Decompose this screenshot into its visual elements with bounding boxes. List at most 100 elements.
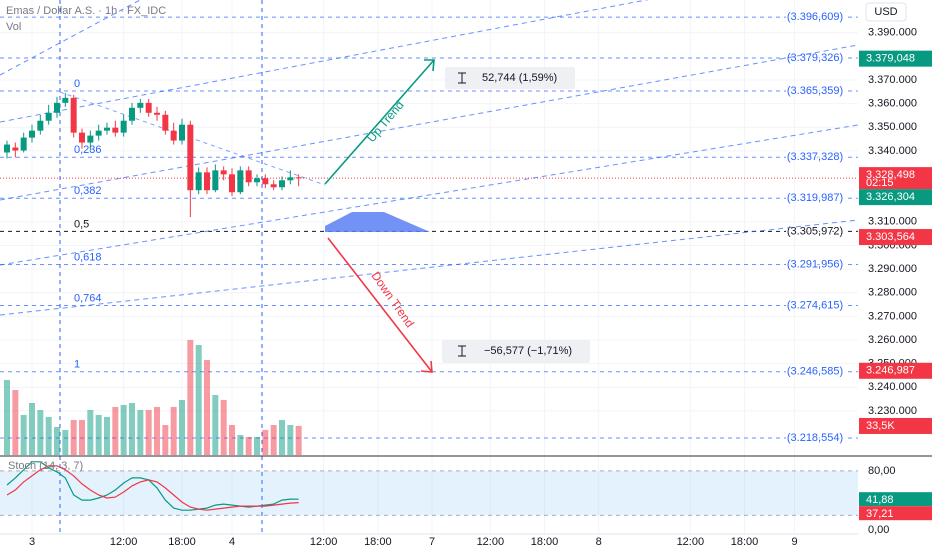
channel-line — [0, 44, 859, 201]
volume-bar — [245, 436, 252, 455]
level-label: (3.305,972) — [787, 225, 843, 237]
volume-bar — [4, 379, 10, 455]
y-tick-label: 3.340.000 — [868, 145, 917, 157]
stoch-title: Stoch (14, 3, 7) — [8, 460, 83, 472]
symbol-title: Emas / Dollar A.S. · 1h · FX_IDC — [6, 5, 166, 17]
price-tag-label: 3.328,498 — [866, 169, 915, 181]
x-tick-label: 18:00 — [731, 536, 759, 548]
volume-bar — [145, 410, 152, 455]
price-tag-label: 37,21 — [866, 508, 894, 520]
candle-body — [287, 177, 294, 181]
candle-body — [87, 135, 94, 143]
volume-bar — [162, 425, 169, 455]
x-tick-label: 12:00 — [677, 536, 705, 548]
x-tick-label: 18:00 — [168, 536, 196, 548]
volume-title: Vol — [6, 21, 21, 33]
candle-body — [187, 124, 194, 191]
candle-body — [295, 177, 302, 179]
volume-bar — [254, 436, 260, 455]
candle-body — [37, 120, 44, 131]
candle-body — [162, 114, 169, 131]
volume-bar — [120, 404, 127, 455]
candle-body — [4, 144, 10, 153]
volume-bar — [287, 425, 294, 455]
candle-body — [195, 172, 202, 191]
x-tick-label: 4 — [229, 536, 235, 548]
stoch-line — [6, 465, 299, 511]
data-layer — [0, 92, 858, 516]
price-tag — [859, 167, 932, 190]
x-tick-label: 9 — [791, 536, 797, 548]
volume-bar — [220, 399, 227, 455]
x-tick-label: 8 — [596, 536, 602, 548]
y-tick-label: 3.310.000 — [868, 216, 917, 228]
measure-label: 52,744 (1,59%) — [482, 72, 557, 84]
candle-body — [62, 97, 69, 103]
y-tick-label: 3.290.000 — [868, 263, 917, 275]
volume-bar — [20, 414, 27, 455]
volume-bar — [87, 410, 94, 455]
volume-bar — [54, 427, 60, 455]
price-tag-label: 3.246,987 — [866, 365, 915, 377]
price-tag — [859, 362, 932, 379]
price-tag — [859, 50, 932, 67]
price-tag — [859, 492, 932, 507]
price-tag-label: 3.326,304 — [866, 191, 915, 203]
candle-body — [95, 130, 102, 136]
price-tag-countdown: 02:15 — [866, 177, 894, 189]
volume-bar — [62, 429, 69, 455]
level-ratio: 0,5 — [74, 218, 89, 230]
price-tag-label: 3.303,564 — [866, 231, 915, 243]
candle-body — [45, 112, 52, 121]
volume-bar — [154, 406, 160, 455]
candle-body — [220, 170, 227, 175]
volume-bar — [12, 390, 19, 455]
y-tick-label: 3.390.000 — [868, 27, 917, 39]
volume-bar — [170, 406, 177, 455]
candle-body — [112, 127, 119, 133]
level-ratio: 0,236 — [74, 144, 102, 156]
level-label: (3.379,326) — [787, 52, 843, 64]
y-tick-label: 3.230.000 — [868, 405, 917, 417]
level-label: (3.218,554) — [787, 432, 843, 444]
volume-bar — [37, 410, 44, 455]
candle-body — [237, 170, 244, 193]
currency-label[interactable]: USD — [874, 6, 897, 18]
candle-body — [145, 102, 152, 113]
up-arrow-head — [424, 59, 435, 72]
y-tick-label: 3.280.000 — [868, 287, 917, 299]
candle-body — [229, 174, 235, 193]
candle-body — [245, 170, 252, 183]
volume-bar — [95, 414, 102, 455]
candle-body — [254, 178, 260, 183]
level-label: (3.291,956) — [787, 258, 843, 270]
measure-box — [445, 67, 575, 89]
volume-bar — [129, 403, 135, 455]
candle-body — [129, 107, 135, 121]
currency-box[interactable] — [865, 2, 907, 22]
candle-body — [79, 132, 85, 143]
x-tick-label: 18:00 — [531, 536, 559, 548]
y-tick-label: 3.240.000 — [868, 381, 917, 393]
y-tick-label: 3.360.000 — [868, 98, 917, 110]
level-label: (3.246,585) — [787, 366, 843, 378]
candle-body — [270, 184, 277, 188]
x-tick-label: 12:00 — [477, 536, 505, 548]
y-tick-label: 3.260.000 — [868, 334, 917, 346]
x-tick-label: 3 — [29, 536, 35, 548]
price-tag — [859, 417, 932, 434]
candle-body — [120, 120, 127, 133]
level-ratio: 1 — [74, 359, 80, 371]
x-tick-label: 12:00 — [110, 536, 138, 548]
price-tag-label: 33,5K — [866, 420, 895, 432]
down-arrow — [327, 237, 433, 373]
level-label: (3.396,609) — [787, 11, 843, 23]
volume-bar — [104, 416, 110, 455]
measure-box — [442, 340, 590, 363]
level-ratio: 0,382 — [74, 185, 102, 197]
stoch-tick-label: 0,00 — [868, 524, 889, 536]
level-label: (3.365,359) — [787, 85, 843, 97]
candle-body — [170, 130, 177, 141]
